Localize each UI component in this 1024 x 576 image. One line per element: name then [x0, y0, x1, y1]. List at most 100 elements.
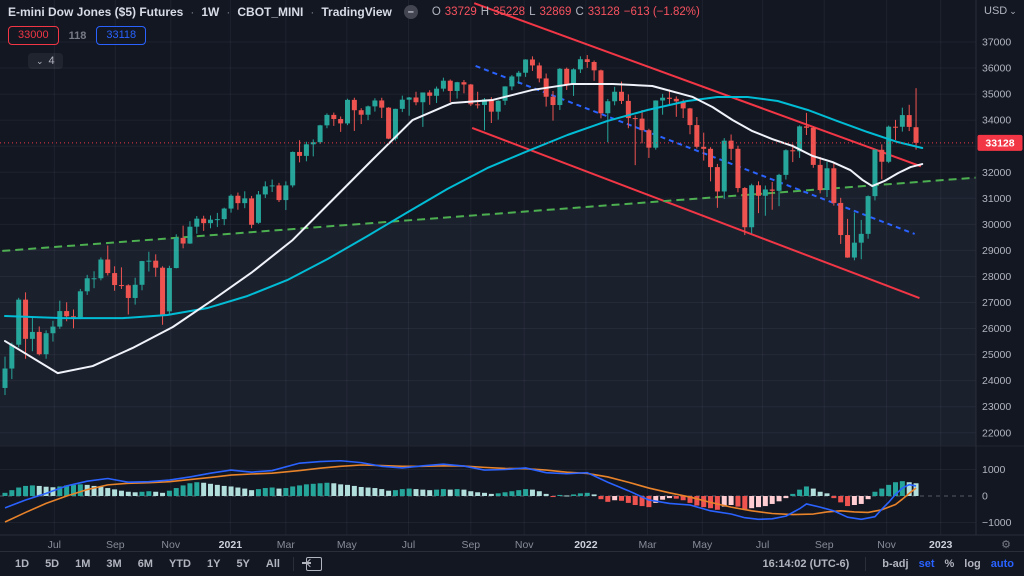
gridlines — [0, 0, 976, 535]
svg-text:23000: 23000 — [982, 401, 1011, 413]
go-to-date-icon[interactable] — [301, 557, 322, 571]
range-button-1d[interactable]: 1D — [15, 558, 30, 570]
alert-badges-row: 33000 118 33118 — [8, 26, 700, 45]
svg-text:2023: 2023 — [929, 539, 953, 551]
currency-label: USD — [984, 5, 1008, 17]
trendline-descending-support[interactable] — [471, 127, 920, 300]
currency-dropdown[interactable]: USD ⌄ — [984, 5, 1017, 17]
low-value: 32869 — [539, 6, 572, 18]
bottom-toolbar: 1D 5D 1M 3M 6M YTD 1Y 5Y All 16:14:02 (UTC-6) b-… — [0, 551, 1024, 576]
svg-text:Sep: Sep — [106, 539, 125, 551]
chevron-down-icon: ⌄ — [36, 55, 44, 66]
range-button-6m[interactable]: 6M — [137, 558, 153, 570]
svg-text:30000: 30000 — [982, 219, 1011, 231]
macd-indicator-pane[interactable] — [0, 459, 976, 523]
svg-text:May: May — [337, 539, 358, 551]
high-label: H — [480, 6, 490, 18]
auto-scale-toggle[interactable]: auto — [990, 558, 1014, 570]
range-button-all[interactable]: All — [265, 558, 280, 570]
symbol-header[interactable]: E-mini Dow Jones ($5) Futures · 1W · CBO… — [8, 5, 700, 19]
svg-text:26000: 26000 — [982, 323, 1011, 335]
trend-fill-region — [0, 177, 976, 446]
teal-moving-average — [4, 95, 924, 320]
range-button-1m[interactable]: 1M — [75, 558, 91, 570]
macd-histogram — [2, 481, 919, 510]
svg-text:Nov: Nov — [161, 539, 180, 551]
svg-text:May: May — [692, 539, 713, 551]
trendline-descending-resistance[interactable] — [473, 2, 922, 168]
separator-dot: · — [190, 5, 195, 19]
svg-text:28000: 28000 — [982, 271, 1011, 283]
svg-text:37000: 37000 — [982, 37, 1011, 49]
svg-text:2022: 2022 — [574, 539, 598, 551]
toolbar-divider — [865, 557, 867, 571]
gear-icon[interactable]: ⚙ — [1001, 539, 1011, 551]
alert-badge-33118[interactable]: 33118 — [96, 26, 147, 45]
price-badge — [977, 134, 1023, 151]
svg-text:31000: 31000 — [982, 193, 1011, 205]
svg-text:34000: 34000 — [982, 115, 1011, 127]
close-value: 33128 — [587, 6, 620, 18]
svg-text:Nov: Nov — [515, 539, 534, 551]
svg-text:22000: 22000 — [982, 427, 1011, 439]
provider-label: TradingView — [321, 5, 392, 19]
open-value: 33729 — [444, 6, 477, 18]
chevron-down-icon: ⌄ — [1009, 6, 1017, 16]
candlesticks — [2, 55, 919, 395]
range-button-5d[interactable]: 5D — [45, 558, 60, 570]
white-moving-average — [4, 82, 924, 375]
low-label: L — [529, 6, 536, 18]
percent-scale-toggle[interactable]: % — [944, 558, 955, 570]
svg-text:32000: 32000 — [982, 167, 1011, 179]
open-label: O — [431, 6, 441, 18]
svg-text:25000: 25000 — [982, 349, 1011, 361]
change-value: −613 (−1.82%) — [623, 6, 700, 18]
toolbar-right: 16:14:02 (UTC-6) b-adj set % log auto — [762, 557, 1024, 571]
exchange-label[interactable]: CBOT_MINI — [237, 5, 304, 19]
collapse-legend-icon[interactable]: – — [403, 5, 418, 19]
back-adjust-toggle[interactable]: b-adj — [882, 558, 909, 570]
price-badge-value: 33128 — [985, 137, 1014, 149]
svg-text:−1000: −1000 — [982, 517, 1012, 529]
interval-label[interactable]: 1W — [201, 5, 220, 19]
settings-toggle[interactable]: set — [918, 558, 935, 570]
svg-text:0: 0 — [982, 491, 988, 503]
clock-time[interactable]: 16:14:02 (UTC-6) — [762, 558, 850, 570]
range-button-5y[interactable]: 5Y — [236, 558, 250, 570]
svg-text:Mar: Mar — [638, 539, 657, 551]
macd-main-line — [4, 459, 917, 521]
svg-text:24000: 24000 — [982, 375, 1011, 387]
ohlc-values: O 33729 H 35228 L 32869 C 33128 −613 (−1… — [432, 6, 700, 18]
time-axis[interactable]: Jul Sep Nov 2021 Mar May Jul Sep Nov 2022 Mar May Ju… — [48, 539, 953, 551]
svg-text:36000: 36000 — [982, 63, 1011, 75]
svg-text:1000: 1000 — [982, 464, 1006, 476]
svg-text:Sep: Sep — [461, 539, 480, 551]
indicators-count: 4 — [48, 55, 55, 67]
main-price-pane[interactable] — [0, 2, 983, 446]
svg-text:Jul: Jul — [48, 539, 61, 551]
chart-legend: E-mini Dow Jones ($5) Futures · 1W · CBO… — [8, 5, 700, 69]
separator-dot: · — [226, 5, 231, 19]
svg-text:Mar: Mar — [277, 539, 296, 551]
range-button-3m[interactable]: 3M — [106, 558, 122, 570]
symbol-title[interactable]: E-mini Dow Jones ($5) Futures — [8, 5, 184, 19]
svg-text:Jul: Jul — [402, 539, 415, 551]
macd-signal-line — [4, 464, 917, 523]
svg-text:27000: 27000 — [982, 297, 1011, 309]
chart-canvas[interactable]: 37000 36000 35000 34000 33000 32000 31000 30000… — [0, 0, 1024, 551]
svg-text:Jul: Jul — [756, 539, 769, 551]
range-buttons: 1D 5D 1M 3M 6M YTD 1Y 5Y All — [0, 556, 287, 572]
log-scale-toggle[interactable]: log — [964, 558, 981, 570]
svg-text:35000: 35000 — [982, 89, 1011, 101]
toolbar-divider — [292, 557, 294, 571]
alert-badge-33000[interactable]: 33000 — [8, 26, 59, 45]
indicators-collapse-button[interactable]: ⌄ 4 — [28, 53, 63, 69]
range-button-1y[interactable]: 1Y — [206, 558, 221, 570]
range-button-ytd[interactable]: YTD — [168, 558, 191, 570]
bar-count-label: 118 — [68, 29, 87, 42]
close-label: C — [575, 6, 584, 18]
svg-text:2021: 2021 — [219, 539, 243, 551]
svg-text:29000: 29000 — [982, 245, 1011, 257]
high-value: 35228 — [493, 6, 526, 18]
